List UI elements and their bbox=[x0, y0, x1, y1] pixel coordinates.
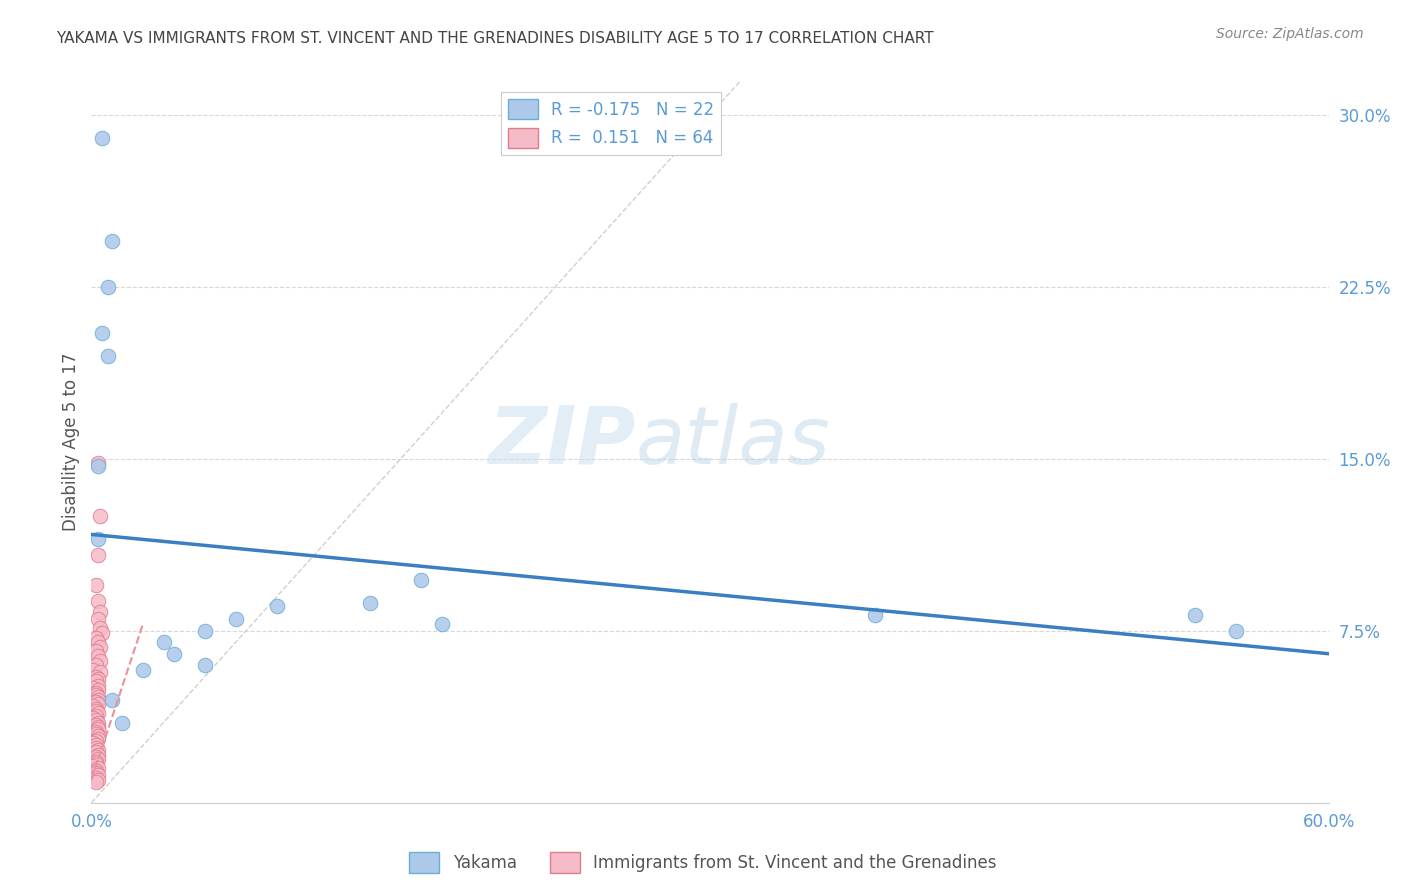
Point bbox=[101, 234, 124, 248]
Point bbox=[82, 681, 104, 695]
Point bbox=[86, 731, 108, 746]
Point bbox=[86, 679, 108, 693]
Point bbox=[86, 635, 108, 649]
Point bbox=[359, 596, 381, 610]
Point bbox=[84, 727, 107, 741]
Point bbox=[863, 607, 886, 622]
Point bbox=[84, 708, 107, 723]
Point bbox=[84, 745, 107, 759]
Point bbox=[82, 663, 104, 677]
Point bbox=[86, 729, 108, 743]
Point bbox=[89, 654, 111, 668]
Point bbox=[84, 740, 107, 755]
Point bbox=[86, 648, 108, 663]
Point bbox=[86, 772, 108, 787]
Point bbox=[86, 456, 108, 470]
Text: YAKAMA VS IMMIGRANTS FROM ST. VINCENT AND THE GRENADINES DISABILITY AGE 5 TO 17 : YAKAMA VS IMMIGRANTS FROM ST. VINCENT AN… bbox=[56, 31, 934, 46]
Point bbox=[86, 761, 108, 775]
Point bbox=[84, 713, 107, 727]
Point bbox=[84, 756, 107, 771]
Point bbox=[86, 690, 108, 705]
Point bbox=[89, 622, 111, 636]
Point bbox=[82, 699, 104, 714]
Point bbox=[86, 723, 108, 737]
Point bbox=[411, 574, 433, 588]
Text: Source: ZipAtlas.com: Source: ZipAtlas.com bbox=[1216, 27, 1364, 41]
Point bbox=[1184, 607, 1206, 622]
Point bbox=[101, 692, 124, 706]
Point bbox=[132, 663, 155, 677]
Point bbox=[84, 644, 107, 658]
Point bbox=[97, 349, 120, 363]
Point bbox=[86, 752, 108, 766]
Point bbox=[90, 626, 112, 640]
Point bbox=[84, 670, 107, 684]
Point bbox=[84, 775, 107, 789]
Point bbox=[84, 658, 107, 673]
Point bbox=[84, 750, 107, 764]
Point bbox=[82, 759, 104, 773]
Point bbox=[84, 578, 107, 592]
Point bbox=[194, 624, 217, 638]
Point bbox=[86, 612, 108, 626]
Text: atlas: atlas bbox=[636, 402, 831, 481]
Legend: R = -0.175   N = 22, R =  0.151   N = 64: R = -0.175 N = 22, R = 0.151 N = 64 bbox=[501, 92, 721, 154]
Point bbox=[84, 771, 107, 785]
Point bbox=[84, 766, 107, 780]
Point bbox=[97, 279, 120, 293]
Point bbox=[90, 130, 112, 145]
Point bbox=[1225, 624, 1247, 638]
Point bbox=[84, 755, 107, 769]
Point bbox=[86, 715, 108, 730]
Point bbox=[86, 458, 108, 473]
Point bbox=[86, 743, 108, 757]
Point bbox=[84, 704, 107, 718]
Point bbox=[430, 616, 453, 631]
Point bbox=[86, 594, 108, 608]
Point bbox=[84, 702, 107, 716]
Point bbox=[86, 548, 108, 562]
Point bbox=[84, 688, 107, 702]
Point bbox=[82, 711, 104, 725]
Point bbox=[84, 686, 107, 700]
Text: ZIP: ZIP bbox=[488, 402, 636, 481]
Point bbox=[163, 647, 186, 661]
Point bbox=[84, 695, 107, 709]
Point bbox=[86, 683, 108, 698]
Point bbox=[84, 718, 107, 732]
Point bbox=[89, 606, 111, 620]
Point bbox=[84, 734, 107, 748]
Point bbox=[89, 665, 111, 679]
Point bbox=[152, 635, 174, 649]
Point bbox=[86, 692, 108, 706]
Point bbox=[86, 747, 108, 762]
Point bbox=[82, 736, 104, 750]
Point bbox=[89, 509, 111, 524]
Point bbox=[225, 612, 247, 626]
Point bbox=[86, 672, 108, 686]
Point bbox=[111, 715, 134, 730]
Point bbox=[86, 706, 108, 721]
Y-axis label: Disability Age 5 to 17: Disability Age 5 to 17 bbox=[62, 352, 80, 531]
Point bbox=[266, 599, 288, 613]
Point bbox=[84, 764, 107, 778]
Point bbox=[194, 658, 217, 673]
Point bbox=[84, 674, 107, 689]
Point bbox=[89, 640, 111, 654]
Point bbox=[86, 720, 108, 734]
Point bbox=[90, 326, 112, 340]
Legend: Yakama, Immigrants from St. Vincent and the Grenadines: Yakama, Immigrants from St. Vincent and … bbox=[402, 846, 1004, 880]
Point bbox=[86, 768, 108, 782]
Point bbox=[86, 697, 108, 711]
Point bbox=[86, 532, 108, 546]
Point bbox=[84, 631, 107, 645]
Point bbox=[84, 739, 107, 753]
Point bbox=[84, 724, 107, 739]
